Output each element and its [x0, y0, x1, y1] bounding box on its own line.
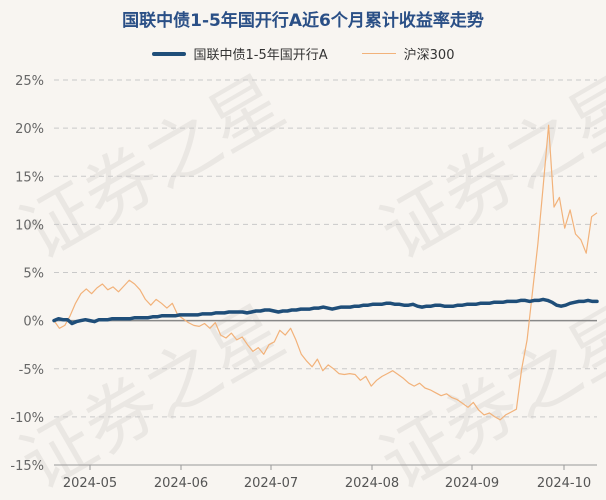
- y-tick-label: -10%: [10, 411, 44, 426]
- x-tick-label: 2024-06: [154, 476, 208, 491]
- y-tick-label: 20%: [15, 122, 44, 137]
- y-tick-label: -5%: [19, 363, 44, 378]
- watermark-text: 证券之星: [366, 59, 606, 276]
- legend-label-fund: 国联中债1-5年国开行A: [193, 48, 328, 63]
- y-tick-label: 15%: [15, 170, 44, 185]
- legend-swatch-fund: [151, 51, 186, 56]
- legend: 国联中债1-5年国开行A 沪深300: [0, 44, 606, 63]
- y-tick-label: 10%: [15, 218, 44, 233]
- legend-swatch-hs300: [361, 53, 396, 54]
- y-tick-label: 5%: [23, 267, 44, 282]
- legend-item-hs300: 沪深300: [361, 44, 455, 63]
- series-line-fund: [52, 297, 599, 326]
- x-tick-label: 2024-08: [345, 476, 399, 491]
- chart-title: 国联中债1-5年国开行A近6个月累计收益率走势: [122, 11, 484, 31]
- legend-item-fund: 国联中债1-5年国开行A: [151, 44, 328, 63]
- series-line-hs300: [53, 124, 598, 421]
- y-tick-label: -15%: [10, 459, 44, 474]
- x-tick-label: 2024-09: [445, 476, 499, 491]
- y-tick-label: 25%: [15, 74, 44, 89]
- watermark-text: 证券之星: [6, 59, 297, 276]
- y-tick-label: 0%: [23, 315, 44, 330]
- x-tick-label: 2024-07: [244, 476, 298, 491]
- x-tick-label: 2024-10: [537, 476, 591, 491]
- legend-label-hs300: 沪深300: [403, 48, 455, 63]
- x-tick-label: 2024-05: [63, 476, 117, 491]
